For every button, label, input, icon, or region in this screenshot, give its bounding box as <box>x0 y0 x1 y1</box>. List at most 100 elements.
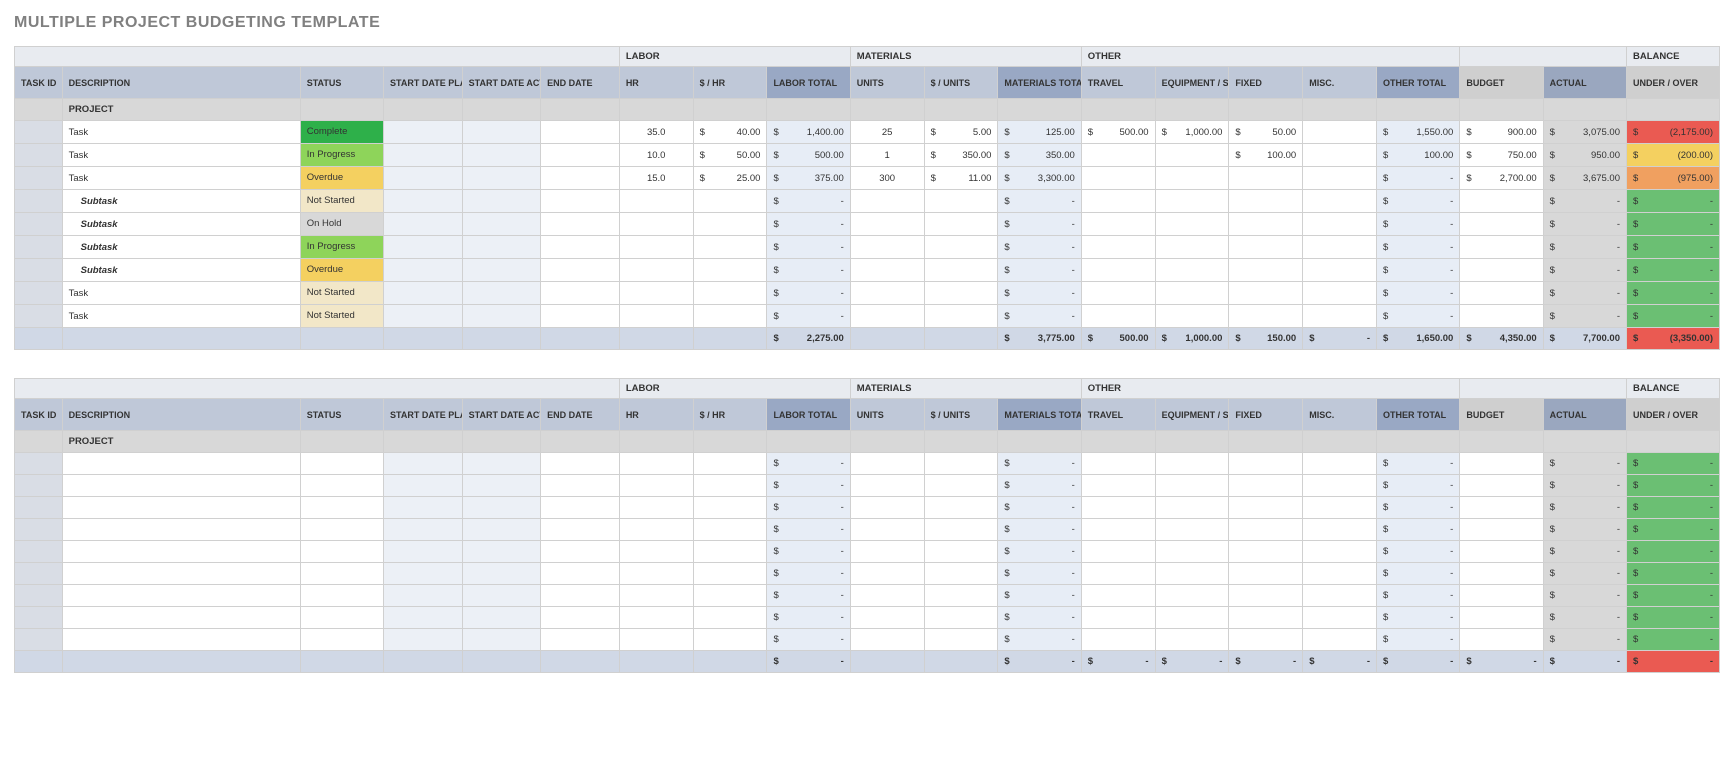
cell-misc[interactable] <box>1303 121 1377 144</box>
cell-equip[interactable] <box>1155 453 1229 475</box>
cell-fixed[interactable] <box>1229 475 1303 497</box>
cell-per-hr[interactable] <box>693 190 767 213</box>
cell-per-unit[interactable] <box>924 607 998 629</box>
cell-misc[interactable] <box>1303 213 1377 236</box>
cell-per-unit[interactable] <box>924 519 998 541</box>
cell-status[interactable]: Complete <box>300 121 383 144</box>
cell-task-id[interactable] <box>15 453 63 475</box>
cell-start-actual[interactable] <box>462 607 541 629</box>
cell-fixed[interactable] <box>1229 607 1303 629</box>
cell-misc[interactable] <box>1303 541 1377 563</box>
cell-start-actual[interactable] <box>462 213 541 236</box>
cell-description[interactable] <box>62 519 300 541</box>
cell-fixed[interactable] <box>1229 497 1303 519</box>
cell-travel[interactable] <box>1081 144 1155 167</box>
cell-fixed[interactable] <box>1229 236 1303 259</box>
cell-budget[interactable]: $750.00 <box>1460 144 1543 167</box>
cell-description[interactable]: Subtask <box>62 236 300 259</box>
cell-start-actual[interactable] <box>462 585 541 607</box>
cell-travel[interactable] <box>1081 305 1155 328</box>
cell-equip[interactable] <box>1155 541 1229 563</box>
cell-end-date[interactable] <box>541 541 620 563</box>
cell-hr[interactable] <box>619 475 693 497</box>
cell-per-unit[interactable]: $5.00 <box>924 121 998 144</box>
cell-status[interactable]: Not Started <box>300 282 383 305</box>
cell-start-actual[interactable] <box>462 259 541 282</box>
cell-status[interactable]: In Progress <box>300 236 383 259</box>
cell-misc[interactable] <box>1303 144 1377 167</box>
cell-per-hr[interactable] <box>693 213 767 236</box>
cell-units[interactable] <box>850 497 924 519</box>
cell-start-planned[interactable] <box>384 563 463 585</box>
cell-start-actual[interactable] <box>462 282 541 305</box>
cell-end-date[interactable] <box>541 519 620 541</box>
cell-end-date[interactable] <box>541 563 620 585</box>
cell-per-hr[interactable] <box>693 629 767 651</box>
cell-equip[interactable] <box>1155 282 1229 305</box>
cell-status[interactable] <box>300 497 383 519</box>
cell-end-date[interactable] <box>541 497 620 519</box>
cell-misc[interactable] <box>1303 282 1377 305</box>
cell-per-hr[interactable] <box>693 259 767 282</box>
cell-budget[interactable] <box>1460 305 1543 328</box>
cell-start-actual[interactable] <box>462 475 541 497</box>
cell-units[interactable] <box>850 563 924 585</box>
cell-status[interactable]: In Progress <box>300 144 383 167</box>
cell-per-hr[interactable] <box>693 282 767 305</box>
cell-start-planned[interactable] <box>384 475 463 497</box>
cell-per-unit[interactable] <box>924 541 998 563</box>
cell-task-id[interactable] <box>15 121 63 144</box>
cell-travel[interactable] <box>1081 475 1155 497</box>
cell-hr[interactable] <box>619 497 693 519</box>
cell-task-id[interactable] <box>15 213 63 236</box>
cell-per-hr[interactable] <box>693 305 767 328</box>
cell-start-planned[interactable] <box>384 259 463 282</box>
cell-description[interactable]: Task <box>62 121 300 144</box>
cell-hr[interactable] <box>619 585 693 607</box>
cell-end-date[interactable] <box>541 167 620 190</box>
cell-per-hr[interactable]: $40.00 <box>693 121 767 144</box>
cell-description[interactable]: Task <box>62 305 300 328</box>
cell-status[interactable] <box>300 453 383 475</box>
cell-hr[interactable] <box>619 519 693 541</box>
cell-task-id[interactable] <box>15 236 63 259</box>
cell-task-id[interactable] <box>15 497 63 519</box>
cell-per-unit[interactable]: $11.00 <box>924 167 998 190</box>
cell-per-unit[interactable] <box>924 236 998 259</box>
cell-per-hr[interactable] <box>693 236 767 259</box>
cell-status[interactable]: On Hold <box>300 213 383 236</box>
cell-task-id[interactable] <box>15 282 63 305</box>
cell-fixed[interactable] <box>1229 190 1303 213</box>
cell-task-id[interactable] <box>15 475 63 497</box>
cell-end-date[interactable] <box>541 213 620 236</box>
cell-equip[interactable] <box>1155 497 1229 519</box>
cell-hr[interactable] <box>619 453 693 475</box>
cell-hr[interactable] <box>619 236 693 259</box>
cell-per-unit[interactable] <box>924 259 998 282</box>
cell-start-actual[interactable] <box>462 497 541 519</box>
cell-start-planned[interactable] <box>384 541 463 563</box>
cell-travel[interactable]: $500.00 <box>1081 121 1155 144</box>
cell-per-unit[interactable] <box>924 190 998 213</box>
cell-status[interactable] <box>300 541 383 563</box>
cell-budget[interactable] <box>1460 607 1543 629</box>
cell-budget[interactable] <box>1460 629 1543 651</box>
cell-description[interactable]: Subtask <box>62 259 300 282</box>
cell-task-id[interactable] <box>15 585 63 607</box>
cell-units[interactable] <box>850 629 924 651</box>
cell-units[interactable] <box>850 541 924 563</box>
cell-per-unit[interactable] <box>924 563 998 585</box>
cell-budget[interactable]: $900.00 <box>1460 121 1543 144</box>
cell-start-planned[interactable] <box>384 629 463 651</box>
cell-fixed[interactable] <box>1229 167 1303 190</box>
cell-hr[interactable] <box>619 305 693 328</box>
cell-misc[interactable] <box>1303 585 1377 607</box>
cell-fixed[interactable]: $100.00 <box>1229 144 1303 167</box>
cell-start-actual[interactable] <box>462 167 541 190</box>
cell-status[interactable] <box>300 563 383 585</box>
cell-travel[interactable] <box>1081 497 1155 519</box>
cell-description[interactable] <box>62 497 300 519</box>
cell-budget[interactable] <box>1460 282 1543 305</box>
cell-start-planned[interactable] <box>384 236 463 259</box>
cell-units[interactable] <box>850 259 924 282</box>
